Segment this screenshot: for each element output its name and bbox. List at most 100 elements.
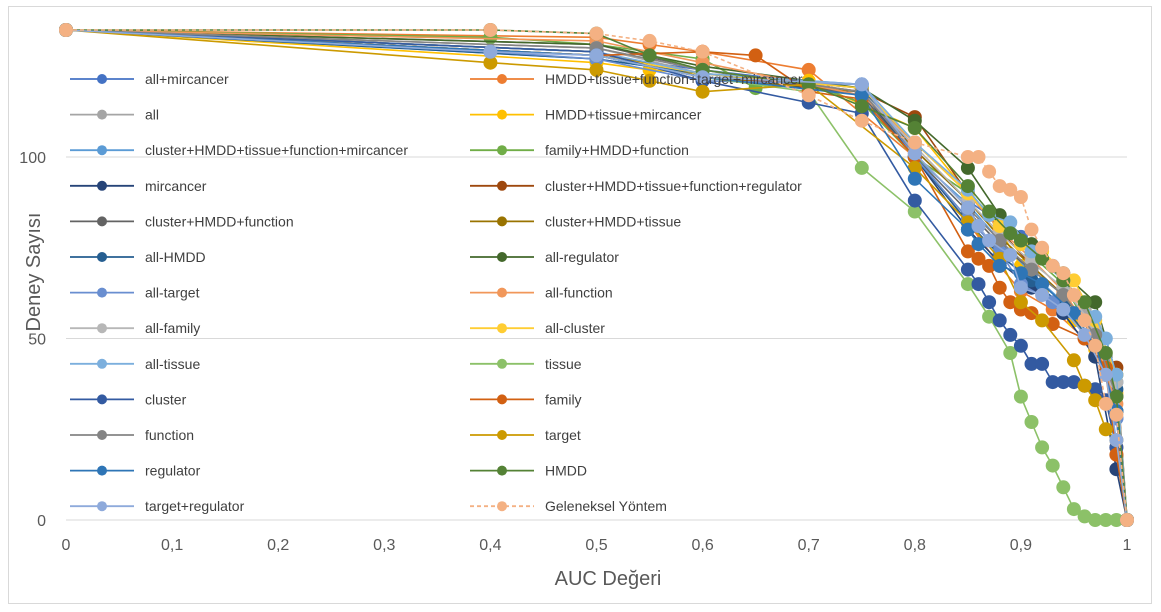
series-23-point-5 bbox=[801, 77, 816, 92]
series-24-point-11 bbox=[1035, 288, 1050, 302]
y-tick-label-0: 0 bbox=[37, 513, 46, 530]
series-21-point-10 bbox=[1035, 313, 1050, 328]
legend-label-9: cluster+HMDD+tissue bbox=[545, 213, 681, 229]
legend-marker-13 bbox=[497, 287, 507, 298]
legend-marker-3 bbox=[497, 109, 507, 120]
legend-item-21: target bbox=[470, 427, 581, 443]
legend-marker-8 bbox=[97, 216, 107, 227]
series-21-point-3 bbox=[642, 73, 657, 88]
series-17-point-14 bbox=[1066, 502, 1081, 517]
legend-item-15: all-cluster bbox=[470, 320, 605, 336]
legend-item-18: cluster bbox=[70, 391, 187, 407]
series-25-point-21 bbox=[1098, 396, 1113, 411]
series-19-point-8 bbox=[971, 251, 986, 266]
series-20-point-8 bbox=[1056, 288, 1071, 302]
x-tick-label-3: 0,3 bbox=[373, 537, 395, 554]
series-19-point-7 bbox=[960, 244, 975, 259]
series-17-point-17 bbox=[1098, 513, 1113, 527]
series-23-point-15 bbox=[1098, 346, 1113, 360]
series-17-point-16 bbox=[1088, 513, 1103, 527]
series-18-point-12 bbox=[1024, 356, 1039, 371]
legend-marker-6 bbox=[97, 180, 107, 191]
legend-item-10: all-HMDD bbox=[70, 249, 206, 265]
legend-label-23: HMDD bbox=[545, 463, 587, 479]
series-24-point-12 bbox=[1056, 302, 1071, 317]
series-24-point-7 bbox=[971, 219, 986, 233]
series-25-point-7 bbox=[907, 135, 922, 150]
series-18-point-16 bbox=[1066, 375, 1081, 390]
series-line-23 bbox=[66, 29, 1128, 521]
legend-label-16: all-tissue bbox=[145, 356, 200, 372]
legend-marker-18 bbox=[97, 394, 107, 405]
legend-item-20: function bbox=[70, 427, 194, 443]
series-21-point-4 bbox=[695, 84, 710, 99]
y-axis-title: Deney Sayısı bbox=[23, 213, 45, 332]
series-17-point-8 bbox=[1003, 346, 1018, 360]
series-25-point-4 bbox=[695, 44, 710, 59]
series-22-point-6 bbox=[971, 237, 986, 252]
legend-marker-7 bbox=[497, 180, 507, 191]
series-18-point-14 bbox=[1045, 375, 1060, 390]
series-18 bbox=[59, 23, 1134, 527]
series-15-point-6 bbox=[992, 219, 1007, 233]
series-25-point-16 bbox=[1045, 258, 1060, 273]
series-17-point-10 bbox=[1024, 415, 1039, 429]
legend-label-5: family+HMDD+function bbox=[545, 142, 689, 158]
series-17-point-6 bbox=[960, 277, 975, 292]
legend-label-10: all-HMDD bbox=[145, 249, 206, 265]
series-22-point-5 bbox=[960, 222, 975, 237]
series-21-point-1 bbox=[483, 55, 498, 70]
series-17-point-7 bbox=[982, 309, 997, 324]
legend-marker-0 bbox=[97, 74, 107, 84]
legend-item-19: family bbox=[470, 391, 582, 407]
series-24-point-15 bbox=[1109, 433, 1124, 448]
legend-marker-21 bbox=[497, 430, 507, 440]
legend-marker-19 bbox=[497, 394, 507, 405]
legend-label-4: cluster+HMDD+tissue+function+mircancer bbox=[145, 142, 408, 158]
legend-item-14: all-family bbox=[70, 320, 200, 336]
legend-marker-9 bbox=[497, 216, 507, 227]
series-23-point-7 bbox=[907, 121, 922, 135]
series-23-point-11 bbox=[1013, 233, 1028, 248]
series-24-point-9 bbox=[1003, 248, 1018, 262]
legend-item-16: all-tissue bbox=[70, 356, 200, 372]
series-22-point-7 bbox=[992, 258, 1007, 273]
series-24-point-5 bbox=[907, 146, 922, 161]
series-21-point-9 bbox=[1013, 295, 1028, 310]
series-16-point-7 bbox=[1003, 215, 1018, 230]
series-25-point-19 bbox=[1077, 313, 1092, 328]
series-17-point-11 bbox=[1035, 440, 1050, 455]
legend-marker-22 bbox=[97, 465, 107, 476]
legend-marker-1 bbox=[497, 74, 507, 84]
legend-marker-2 bbox=[97, 109, 107, 120]
series-23-point-16 bbox=[1109, 389, 1124, 404]
legend-item-1: HMDD+tissue+function+target+mircancer bbox=[470, 71, 803, 87]
series-24-point-2 bbox=[589, 48, 604, 63]
legend-item-0: all+mircancer bbox=[70, 71, 229, 87]
legend-item-9: cluster+HMDD+tissue bbox=[470, 213, 681, 229]
y-tick-label-1: 50 bbox=[28, 332, 46, 349]
series-19-point-13 bbox=[1024, 306, 1039, 321]
x-tick-label-5: 0,5 bbox=[585, 537, 607, 554]
series-17-point-5 bbox=[907, 204, 922, 219]
legend-label-24: target+regulator bbox=[145, 498, 245, 514]
series-21-point-12 bbox=[1077, 378, 1092, 393]
legend-label-17: tissue bbox=[545, 356, 582, 372]
legend-label-21: target bbox=[545, 427, 581, 443]
legend-marker-4 bbox=[97, 145, 107, 156]
legend-item-25: Geleneksel Yöntem bbox=[470, 498, 667, 514]
x-tick-label-6: 0,6 bbox=[691, 537, 713, 554]
series-20-point-7 bbox=[1024, 262, 1039, 277]
legend-item-2: all bbox=[70, 107, 159, 123]
series-24-point-13 bbox=[1077, 327, 1092, 342]
series-25-point-17 bbox=[1056, 266, 1071, 281]
x-tick-label-0: 0 bbox=[62, 537, 71, 554]
series-18-point-8 bbox=[982, 295, 997, 310]
series-23-point-6 bbox=[854, 99, 869, 114]
legend-label-13: all-function bbox=[545, 285, 613, 301]
series-22-point-10 bbox=[1066, 306, 1081, 321]
series-25-point-9 bbox=[971, 150, 986, 164]
legend-item-12: all-target bbox=[70, 285, 200, 301]
legend-label-20: function bbox=[145, 427, 194, 443]
